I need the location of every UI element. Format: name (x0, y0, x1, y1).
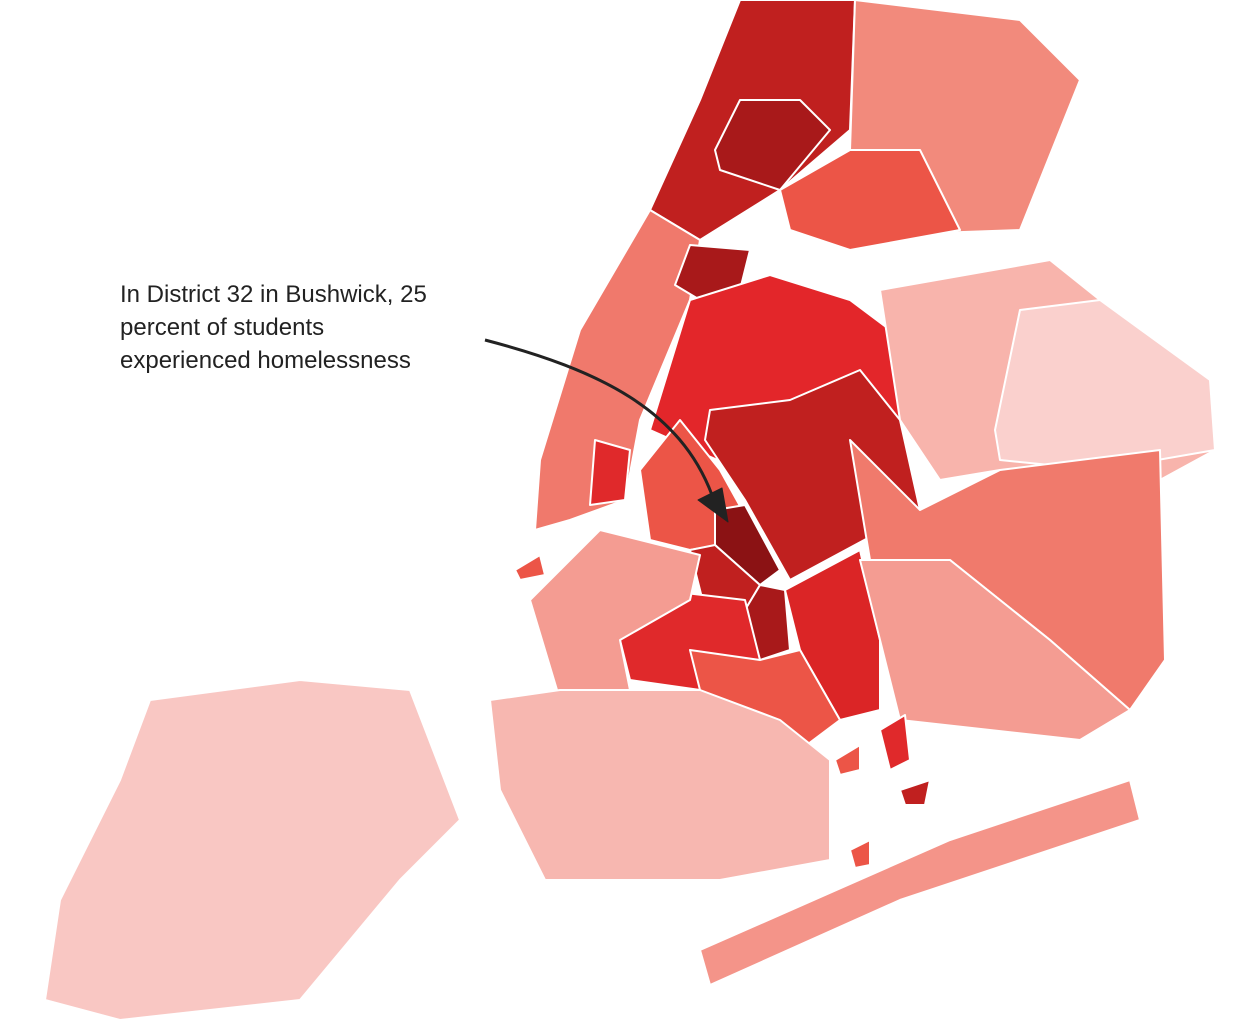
arrow (484, 338, 714, 496)
island (879, 714, 911, 771)
district (994, 299, 1216, 471)
district (714, 504, 781, 586)
district (489, 689, 831, 881)
district (699, 779, 1141, 986)
annotation-line: percent of students (120, 314, 324, 341)
annotation-line: experienced homelessness (120, 347, 411, 374)
island (849, 839, 871, 869)
island (514, 554, 546, 581)
district (44, 679, 461, 1021)
island (834, 744, 861, 776)
district (714, 99, 831, 191)
island (899, 779, 931, 806)
district (859, 559, 1131, 741)
district (779, 149, 961, 251)
annotation-line: In District 32 in Bushwick, 25 (120, 281, 427, 308)
arrowhead (697, 487, 729, 523)
district (589, 439, 631, 506)
districts (44, 0, 1216, 1021)
